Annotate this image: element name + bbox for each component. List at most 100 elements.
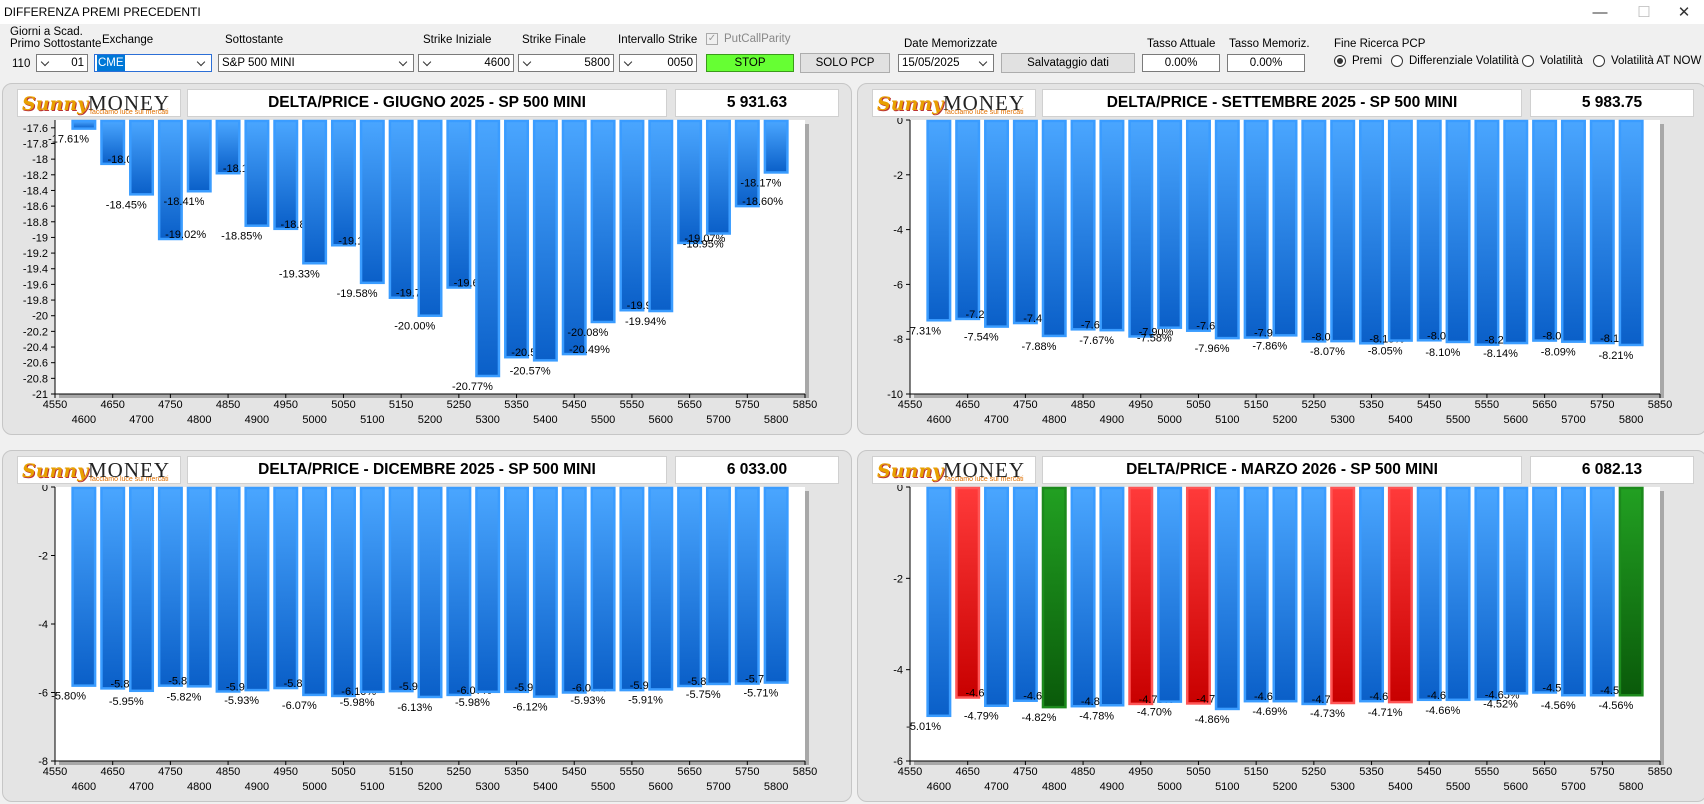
x-tick-label: 5200 [1273,781,1297,793]
bar [475,119,501,378]
chevron-down-icon [39,55,53,71]
panel-title: DELTA/PRICE - SETTEMBRE 2025 - SP 500 MI… [1042,89,1522,117]
bar [330,486,356,698]
data-label: -5.75% [686,689,721,701]
bar [984,486,1010,707]
x-tick-label: 5150 [1244,766,1268,778]
data-label: -8.09% [1541,347,1576,359]
strike-finale-select[interactable]: 5800 [518,54,614,72]
radio-premi[interactable] [1334,55,1346,67]
intervallo-label: Intervallo Strike [618,34,698,46]
x-tick-label: 5850 [793,766,817,778]
x-tick-label: 5850 [1648,399,1672,411]
bar [734,119,760,208]
y-tick-label: -18.6 [23,201,48,213]
y-tick-label: 0 [42,485,48,494]
data-label: -18.45% [106,199,147,211]
bar [734,486,760,685]
bar [417,486,443,699]
giorni-label-1: Giorni a Scad. [10,26,83,38]
putcallparity-checkbox[interactable]: ✓ [706,33,718,45]
y-tick-label: -19.8 [23,295,48,307]
chart-panel-giugno: Sunny MONEY facciamo luce sui mercati DE… [2,83,852,435]
x-tick-label: 5050 [1186,766,1210,778]
data-label: -6.13% [397,702,432,714]
intervallo-select[interactable]: 0050 [619,54,697,72]
sottostante-select[interactable]: S&P 500 MINI [218,54,414,72]
close-icon[interactable]: ✕ [1677,4,1691,21]
giorni-label-2: Primo Sottostante [10,38,102,50]
x-tick-label: 4850 [1071,399,1095,411]
bar [705,486,731,686]
strike-iniziale-select[interactable]: 4600 [418,54,514,72]
x-tick-label: 4650 [955,399,979,411]
bar [1503,486,1529,695]
date-select[interactable]: 15/05/2025 [898,54,994,72]
x-tick-label: 4550 [898,766,922,778]
stop-button[interactable]: STOP [706,54,794,72]
bar [1185,119,1211,332]
bar [446,486,472,697]
data-label: -6.12% [513,702,548,714]
x-tick-label: 5800 [1619,414,1643,426]
bar [763,119,789,174]
bar [1330,119,1356,343]
x-tick-label: 5150 [1244,399,1268,411]
bar [955,486,981,699]
x-tick-label: 5100 [1215,414,1239,426]
exchange-select[interactable]: CME [94,54,212,72]
x-tick-label: 5250 [447,399,471,411]
giorni-value: 110 [12,58,31,70]
y-tick-label: -17.8 [23,138,48,150]
window-titlebar: DIFFERENZA PREMI PRECEDENTI — ☐ ✕ [0,0,1704,24]
x-tick-label: 4600 [927,781,951,793]
x-tick-label: 5850 [1648,766,1672,778]
maximize-icon[interactable]: ☐ [1637,4,1651,21]
bar [1474,486,1500,701]
salvataggio-dati-button[interactable]: Salvataggio dati [1001,53,1135,73]
x-tick-label: 5650 [1532,766,1556,778]
tasso-memoriz-field[interactable]: 0.00% [1227,54,1305,72]
radio-volatilita[interactable] [1522,55,1534,67]
tasso-memoriz-label: Tasso Memoriz. [1229,38,1310,50]
tasso-attuale-field[interactable]: 0.00% [1142,54,1220,72]
y-tick-label: -6 [893,279,903,291]
x-tick-label: 4900 [245,414,269,426]
y-tick-label: -17.6 [23,123,48,135]
radio-volatilita-at-now-label: Volatilità AT NOW [1611,55,1702,67]
data-label: -4.78% [1079,710,1114,722]
bar [1301,119,1327,343]
x-tick-label: 4750 [158,766,182,778]
bar [302,486,328,697]
giorni-select[interactable]: 01 [36,54,88,72]
bar [504,486,530,694]
bar [1041,486,1067,709]
x-tick-label: 4700 [129,414,153,426]
x-tick-label: 4850 [216,399,240,411]
data-label: -18.85% [221,231,262,243]
bar [129,119,155,196]
fine-ricerca-label: Fine Ricerca PCP [1334,38,1426,50]
bar [677,119,703,245]
radio-volatilita-at-now[interactable] [1593,55,1605,67]
data-label: -5.98% [455,697,490,709]
bar [215,119,241,175]
bar [330,119,356,247]
bar [619,119,645,312]
x-tick-label: 5400 [533,781,557,793]
bar [273,486,299,690]
radio-differenziale-volatilita[interactable] [1391,55,1403,67]
minimize-icon[interactable]: — [1592,3,1608,21]
data-label: -8.21% [1598,350,1633,362]
bar [1560,486,1586,697]
bar [648,486,674,691]
x-tick-label: 5450 [562,399,586,411]
data-label: -7.88% [1022,341,1057,353]
solo-pcp-button[interactable]: SOLO PCP [800,53,890,73]
y-tick-label: -8 [38,756,48,768]
bar [1128,119,1154,338]
bar [648,119,674,313]
bar [302,119,328,265]
bar [157,119,183,241]
